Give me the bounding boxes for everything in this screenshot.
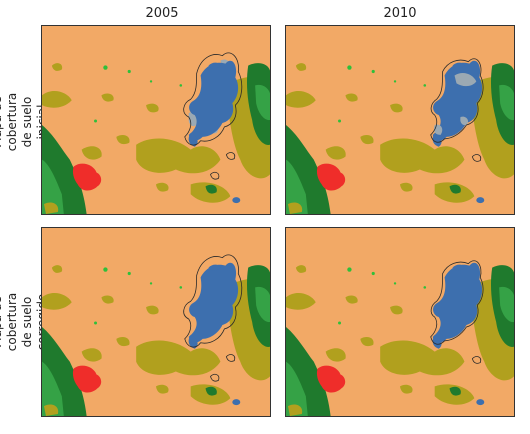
map-panel-corrected-2010[interactable] [285,227,515,417]
row-title-initial: Mapa de cobertura de suelo inicial [0,92,49,152]
land-cover-map [286,228,514,416]
row-title-corrected: Mapa de cobertura de suelo corregido [0,292,49,352]
map-panel-initial-2010[interactable] [285,25,515,215]
col-title-2010: 2010 [383,6,417,21]
land-cover-map [42,228,270,416]
land-cover-map [42,26,270,214]
map-panel-initial-2005[interactable] [41,25,271,215]
col-title-2005: 2005 [145,6,179,21]
map-panel-corrected-2005[interactable] [41,227,271,417]
land-cover-map [286,26,514,214]
